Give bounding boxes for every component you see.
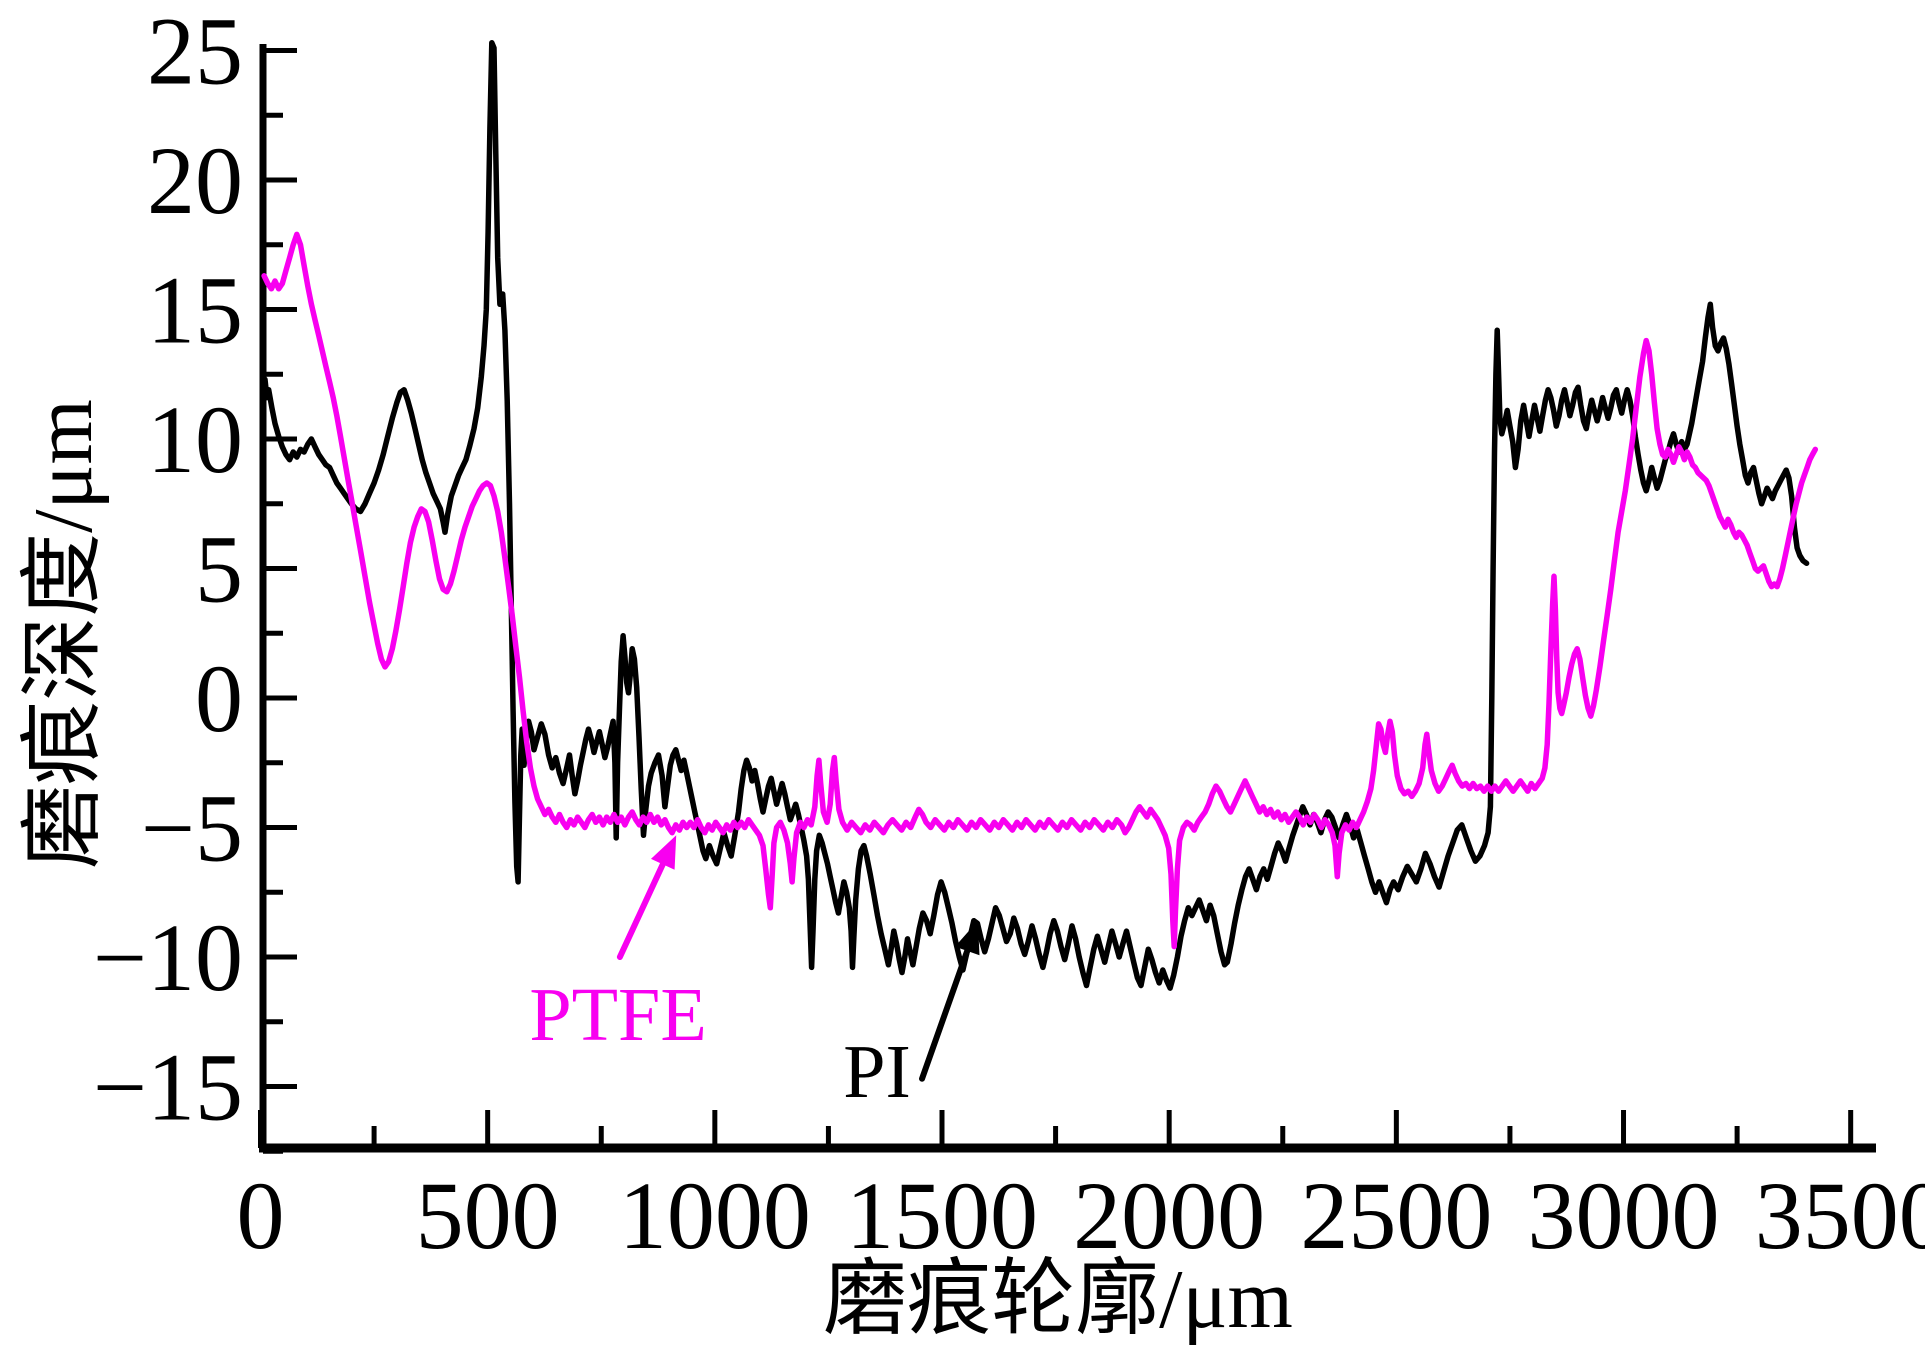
y-tick-label: 5 xyxy=(195,516,243,623)
x-axis-title: 磨痕轮廓/μm xyxy=(823,1253,1293,1346)
x-tick-label: 3000 xyxy=(1528,1162,1720,1269)
x-tick-label: 2000 xyxy=(1073,1162,1265,1269)
x-tick-label: 1000 xyxy=(619,1162,811,1269)
annotation-arrow-line-ptfe xyxy=(616,861,666,960)
x-tick-label: 2500 xyxy=(1300,1162,1492,1269)
y-tick-label: −5 xyxy=(141,775,243,882)
series-label-ptfe: PTFE xyxy=(529,973,706,1057)
y-tick-label: 20 xyxy=(147,127,243,234)
y-tick-label: 15 xyxy=(147,257,243,364)
x-tick-label: 1500 xyxy=(846,1162,1038,1269)
x-tick-label: 3500 xyxy=(1755,1162,1925,1269)
series-line-ptfe xyxy=(261,231,1819,950)
series-line-pi xyxy=(262,39,1810,991)
series-label-pi: PI xyxy=(843,1030,911,1114)
annotation-arrowhead-pi xyxy=(954,920,980,956)
x-tick-label: 500 xyxy=(416,1162,560,1269)
annotation-arrow-line-pi xyxy=(919,947,971,1082)
y-tick-label: −10 xyxy=(93,904,243,1011)
x-tick-label: 0 xyxy=(237,1162,285,1269)
y-tick-label: 10 xyxy=(147,386,243,493)
y-tick-label: 25 xyxy=(147,0,243,105)
y-tick-label: 0 xyxy=(195,645,243,752)
y-tick-label: −15 xyxy=(93,1034,243,1141)
y-axis-title: 磨痕深度/μm xyxy=(17,399,110,869)
annotation-arrowhead-ptfe xyxy=(650,835,677,870)
